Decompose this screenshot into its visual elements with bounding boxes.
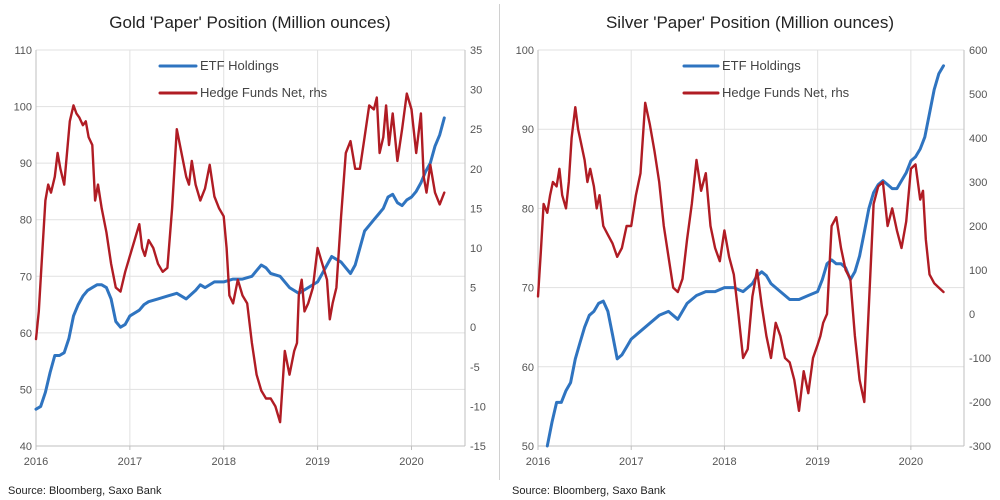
y-left-tick-label: 60 (20, 328, 32, 340)
y-left-tick-label: 90 (522, 124, 534, 136)
y-right-tick-label: -200 (969, 397, 991, 409)
x-tick-label: 2017 (118, 456, 142, 468)
y-right-tick-label: 0 (969, 309, 975, 321)
y-right-tick-label: 25 (470, 124, 482, 136)
x-tick-label: 2016 (24, 456, 48, 468)
panel-divider (499, 4, 500, 480)
y-right-tick-label: 400 (969, 133, 987, 145)
x-tick-label: 2017 (619, 456, 643, 468)
series-line-etf-holdings (545, 64, 945, 448)
legend: ETF Holdings Hedge Funds Net, rhs (158, 58, 328, 100)
chart-title: Gold 'Paper' Position (Million ounces) (109, 13, 390, 32)
y-left-tick-label: 110 (14, 45, 32, 57)
grid (537, 49, 964, 447)
x-tick-label: 2020 (899, 456, 923, 468)
y-left-tick-label: 60 (522, 362, 534, 374)
axes: 50 60 70 80 90 100 -300 -200 -100 0 100 200 300 400 50… (516, 45, 991, 468)
y-left-tick-label: 90 (20, 158, 32, 170)
silver-chart-panel: Silver 'Paper' Position (Million ounces)… (500, 0, 1000, 500)
y-left-tick-label: 40 (20, 441, 32, 453)
axes: 40 50 60 70 80 90 100 110 -15 -10 -5 0 5 10 15 20 25 30 35… (14, 45, 486, 468)
y-right-tick-label: -10 (470, 401, 486, 413)
y-right-tick-label: 35 (470, 45, 482, 57)
series-layer (536, 64, 945, 448)
legend-label-hedge: Hedge Funds Net, rhs (200, 85, 328, 100)
y-right-tick-label: -15 (470, 441, 486, 453)
x-tick-label: 2019 (805, 456, 829, 468)
legend: ETF Holdings Hedge Funds Net, rhs (682, 58, 850, 100)
legend-label-etf: ETF Holdings (722, 58, 801, 73)
source-note: Source: Bloomberg, Saxo Bank (8, 485, 162, 497)
y-right-tick-label: 0 (470, 322, 476, 334)
y-right-tick-label: 600 (969, 45, 987, 57)
gold-chart-panel: Gold 'Paper' Position (Million ounces) 4… (8, 13, 486, 497)
x-tick-label: 2016 (526, 456, 550, 468)
series-line-hedge-funds-net (34, 92, 446, 424)
y-right-tick-label: 300 (969, 177, 987, 189)
y-left-tick-label: 50 (20, 384, 32, 396)
gold-chart: Gold 'Paper' Position (Million ounces) 4… (8, 13, 486, 497)
series-layer (34, 92, 446, 424)
y-right-tick-label: 20 (470, 164, 482, 176)
y-right-tick-label: 100 (969, 265, 987, 277)
y-right-tick-label: -5 (470, 362, 480, 374)
y-right-tick-label: -300 (969, 441, 991, 453)
y-right-tick-label: 5 (470, 283, 476, 295)
series-line-etf-holdings (34, 116, 446, 411)
series-line-hedge-funds-net (536, 101, 945, 412)
x-tick-label: 2020 (399, 456, 423, 468)
y-right-tick-label: -100 (969, 353, 991, 365)
y-left-tick-label: 100 (516, 45, 534, 57)
chart-title: Silver 'Paper' Position (Million ounces) (606, 13, 894, 32)
y-right-tick-label: 15 (470, 203, 482, 215)
x-tick-label: 2018 (712, 456, 736, 468)
source-note: Source: Bloomberg, Saxo Bank (512, 485, 666, 497)
silver-chart: Silver 'Paper' Position (Million ounces)… (512, 13, 991, 497)
x-tick-label: 2019 (305, 456, 329, 468)
legend-label-hedge: Hedge Funds Net, rhs (722, 85, 850, 100)
y-left-tick-label: 50 (522, 441, 534, 453)
y-left-tick-label: 100 (14, 102, 32, 114)
legend-label-etf: ETF Holdings (200, 58, 279, 73)
y-left-tick-label: 80 (20, 215, 32, 227)
x-tick-label: 2018 (212, 456, 236, 468)
y-left-tick-label: 70 (20, 271, 32, 283)
y-right-tick-label: 200 (969, 221, 987, 233)
y-right-tick-label: 500 (969, 89, 987, 101)
y-right-tick-label: 10 (470, 243, 482, 255)
grid (35, 49, 465, 447)
y-left-tick-label: 80 (522, 203, 534, 215)
y-right-tick-label: 30 (470, 85, 482, 97)
y-left-tick-label: 70 (522, 283, 534, 295)
